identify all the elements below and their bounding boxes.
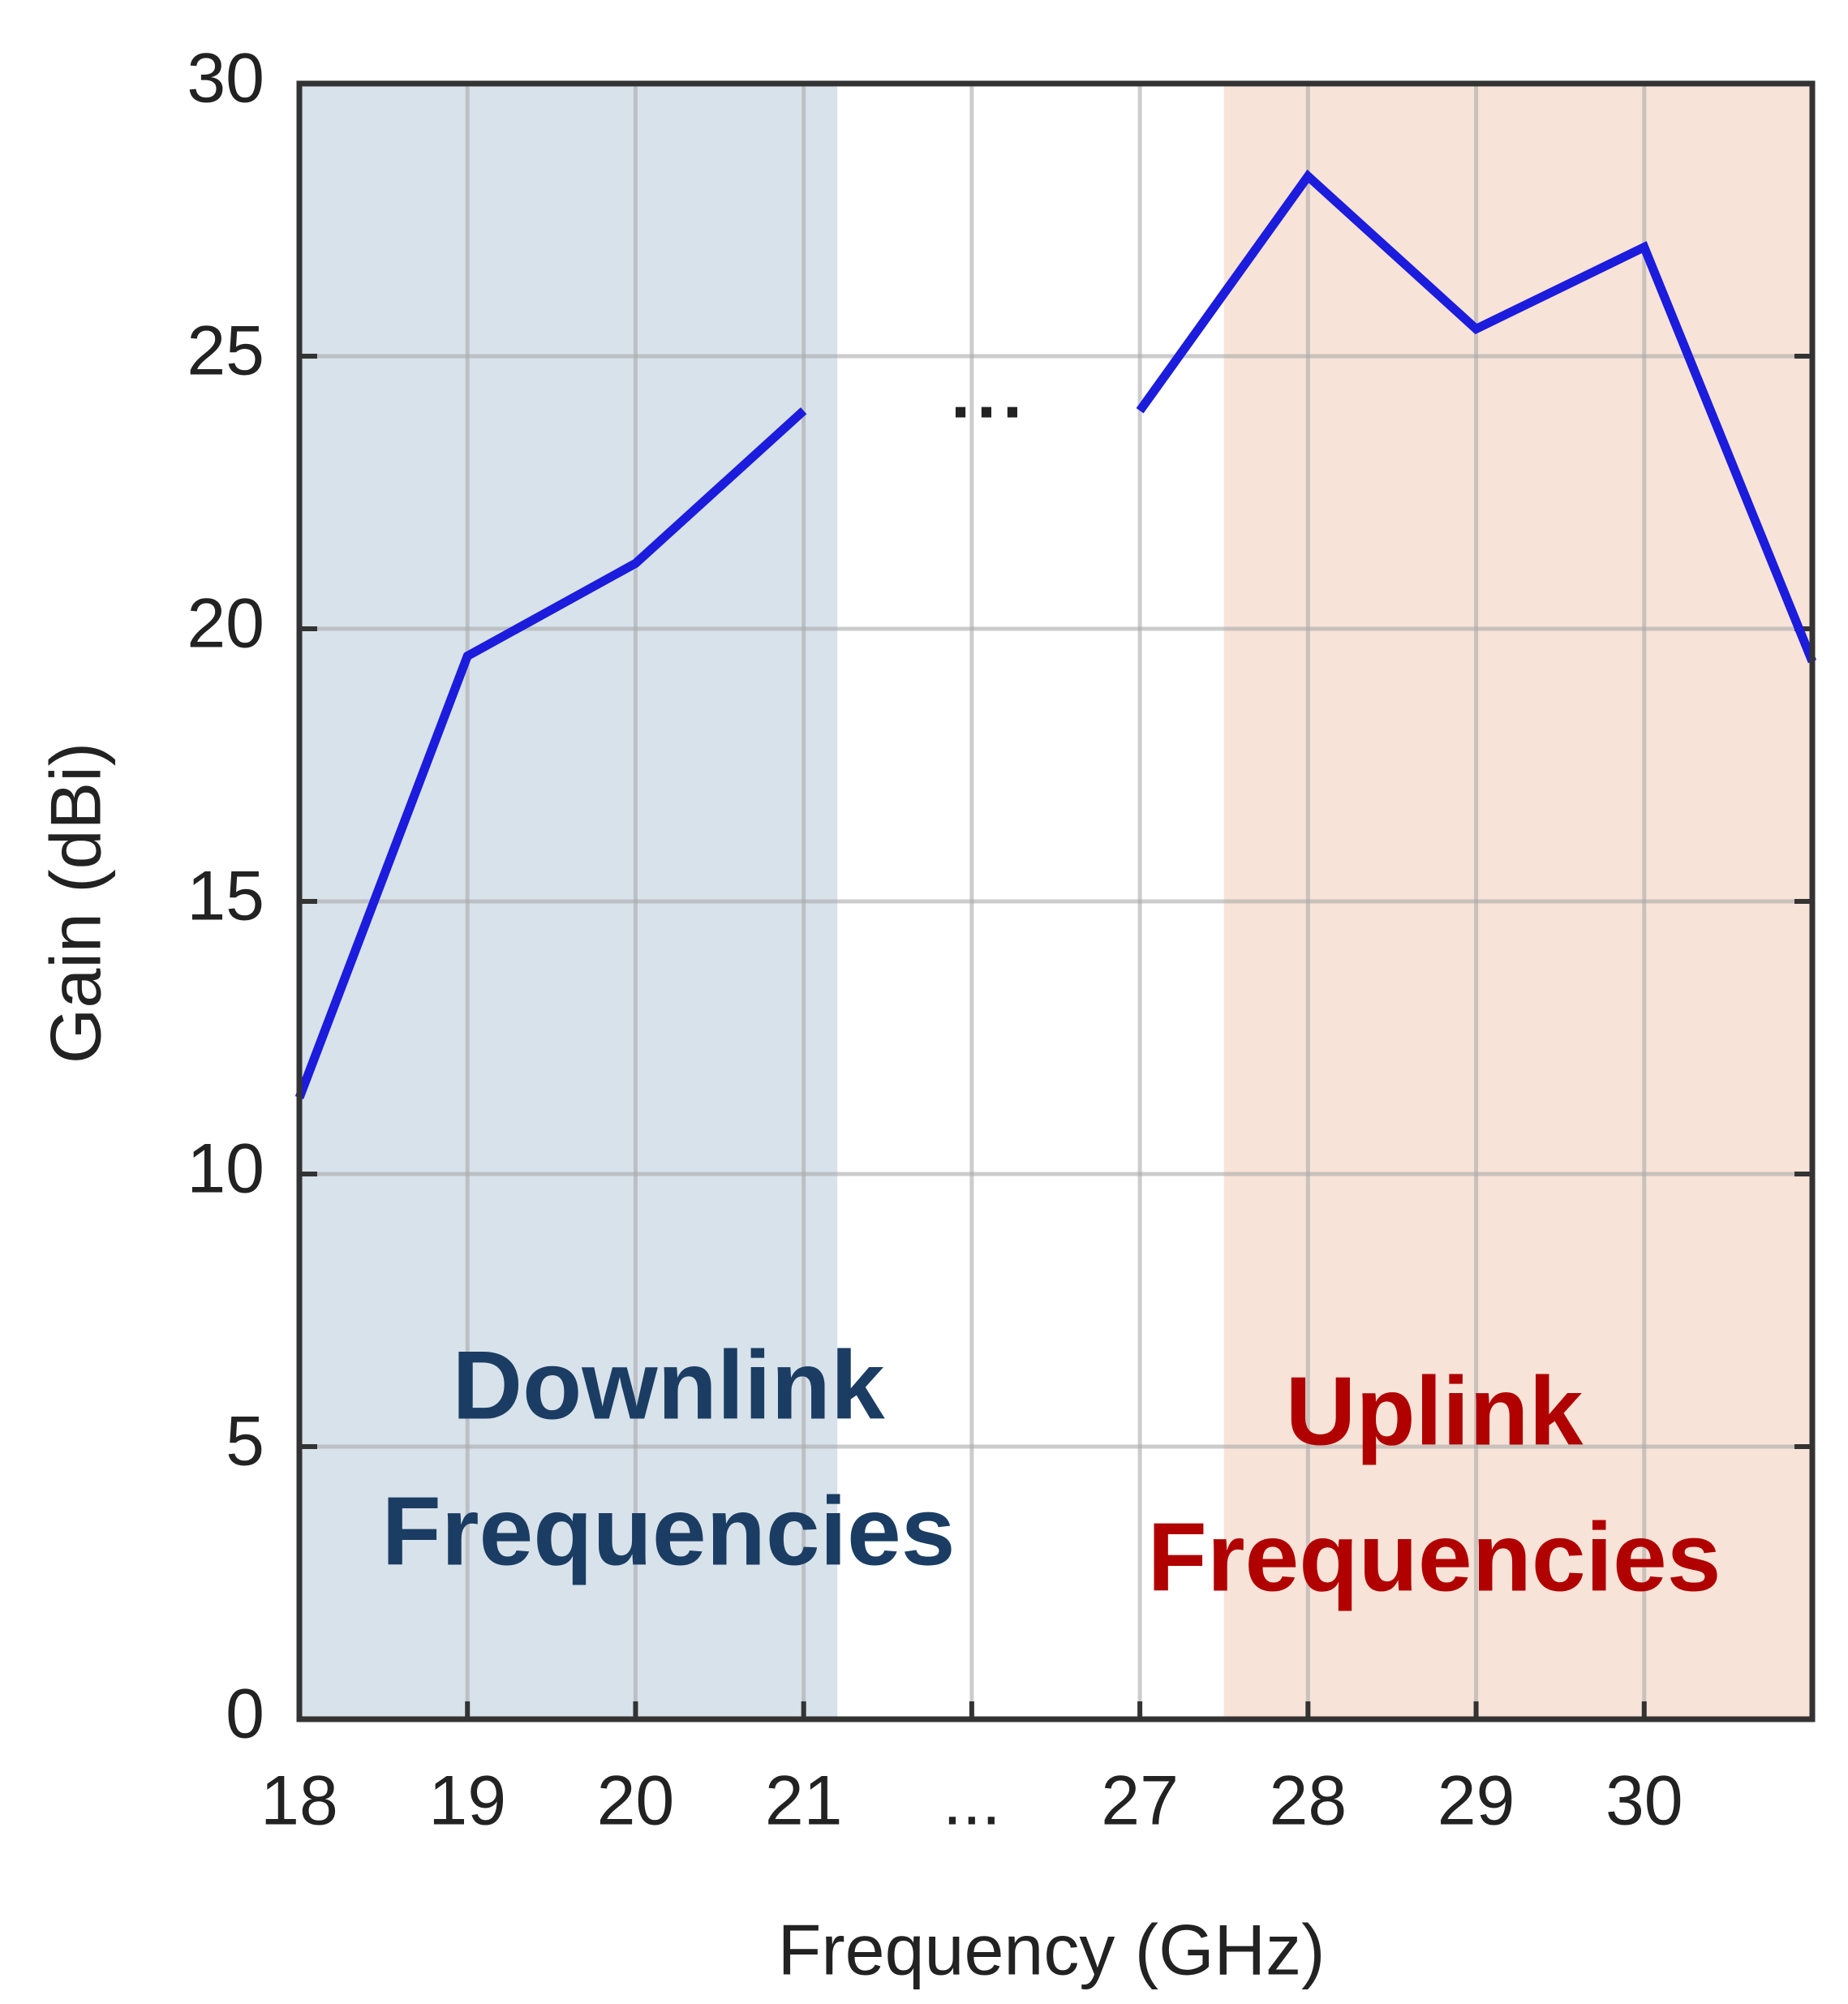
y-tick-label: 20: [187, 585, 264, 663]
y-axis-title: Gain (dBi): [35, 742, 115, 1064]
region-label: Frequencies: [382, 1477, 956, 1586]
y-tick-label: 15: [187, 858, 264, 935]
y-tick-label: 25: [187, 312, 264, 390]
annotation: ...: [951, 355, 1029, 433]
x-tick-label: 29: [1438, 1762, 1515, 1840]
plot: [294, 80, 1817, 1722]
x-axis-title: Frequency (GHz): [778, 1909, 1326, 1989]
y-tick-label: 0: [226, 1675, 264, 1753]
x-tick-label: ...: [943, 1762, 1001, 1840]
region-label: Downlink: [452, 1331, 885, 1440]
line-series: [294, 170, 1817, 1099]
x-tick-label: 18: [260, 1762, 338, 1840]
y-tick-label: 5: [226, 1403, 264, 1481]
x-tick-label: 21: [765, 1762, 843, 1840]
y-tick-label: 30: [187, 40, 264, 118]
region-label: Frequencies: [1148, 1503, 1721, 1612]
region-label: Uplink: [1286, 1357, 1584, 1466]
x-tick-label: 19: [428, 1762, 506, 1840]
y-tick-label: 10: [187, 1130, 264, 1208]
plot-frame: [296, 80, 1816, 1722]
x-tick-label: 30: [1605, 1762, 1683, 1840]
x-tick-label: 27: [1101, 1762, 1179, 1840]
x-tick-label: 28: [1269, 1762, 1347, 1840]
x-tick-label: 20: [597, 1762, 675, 1840]
